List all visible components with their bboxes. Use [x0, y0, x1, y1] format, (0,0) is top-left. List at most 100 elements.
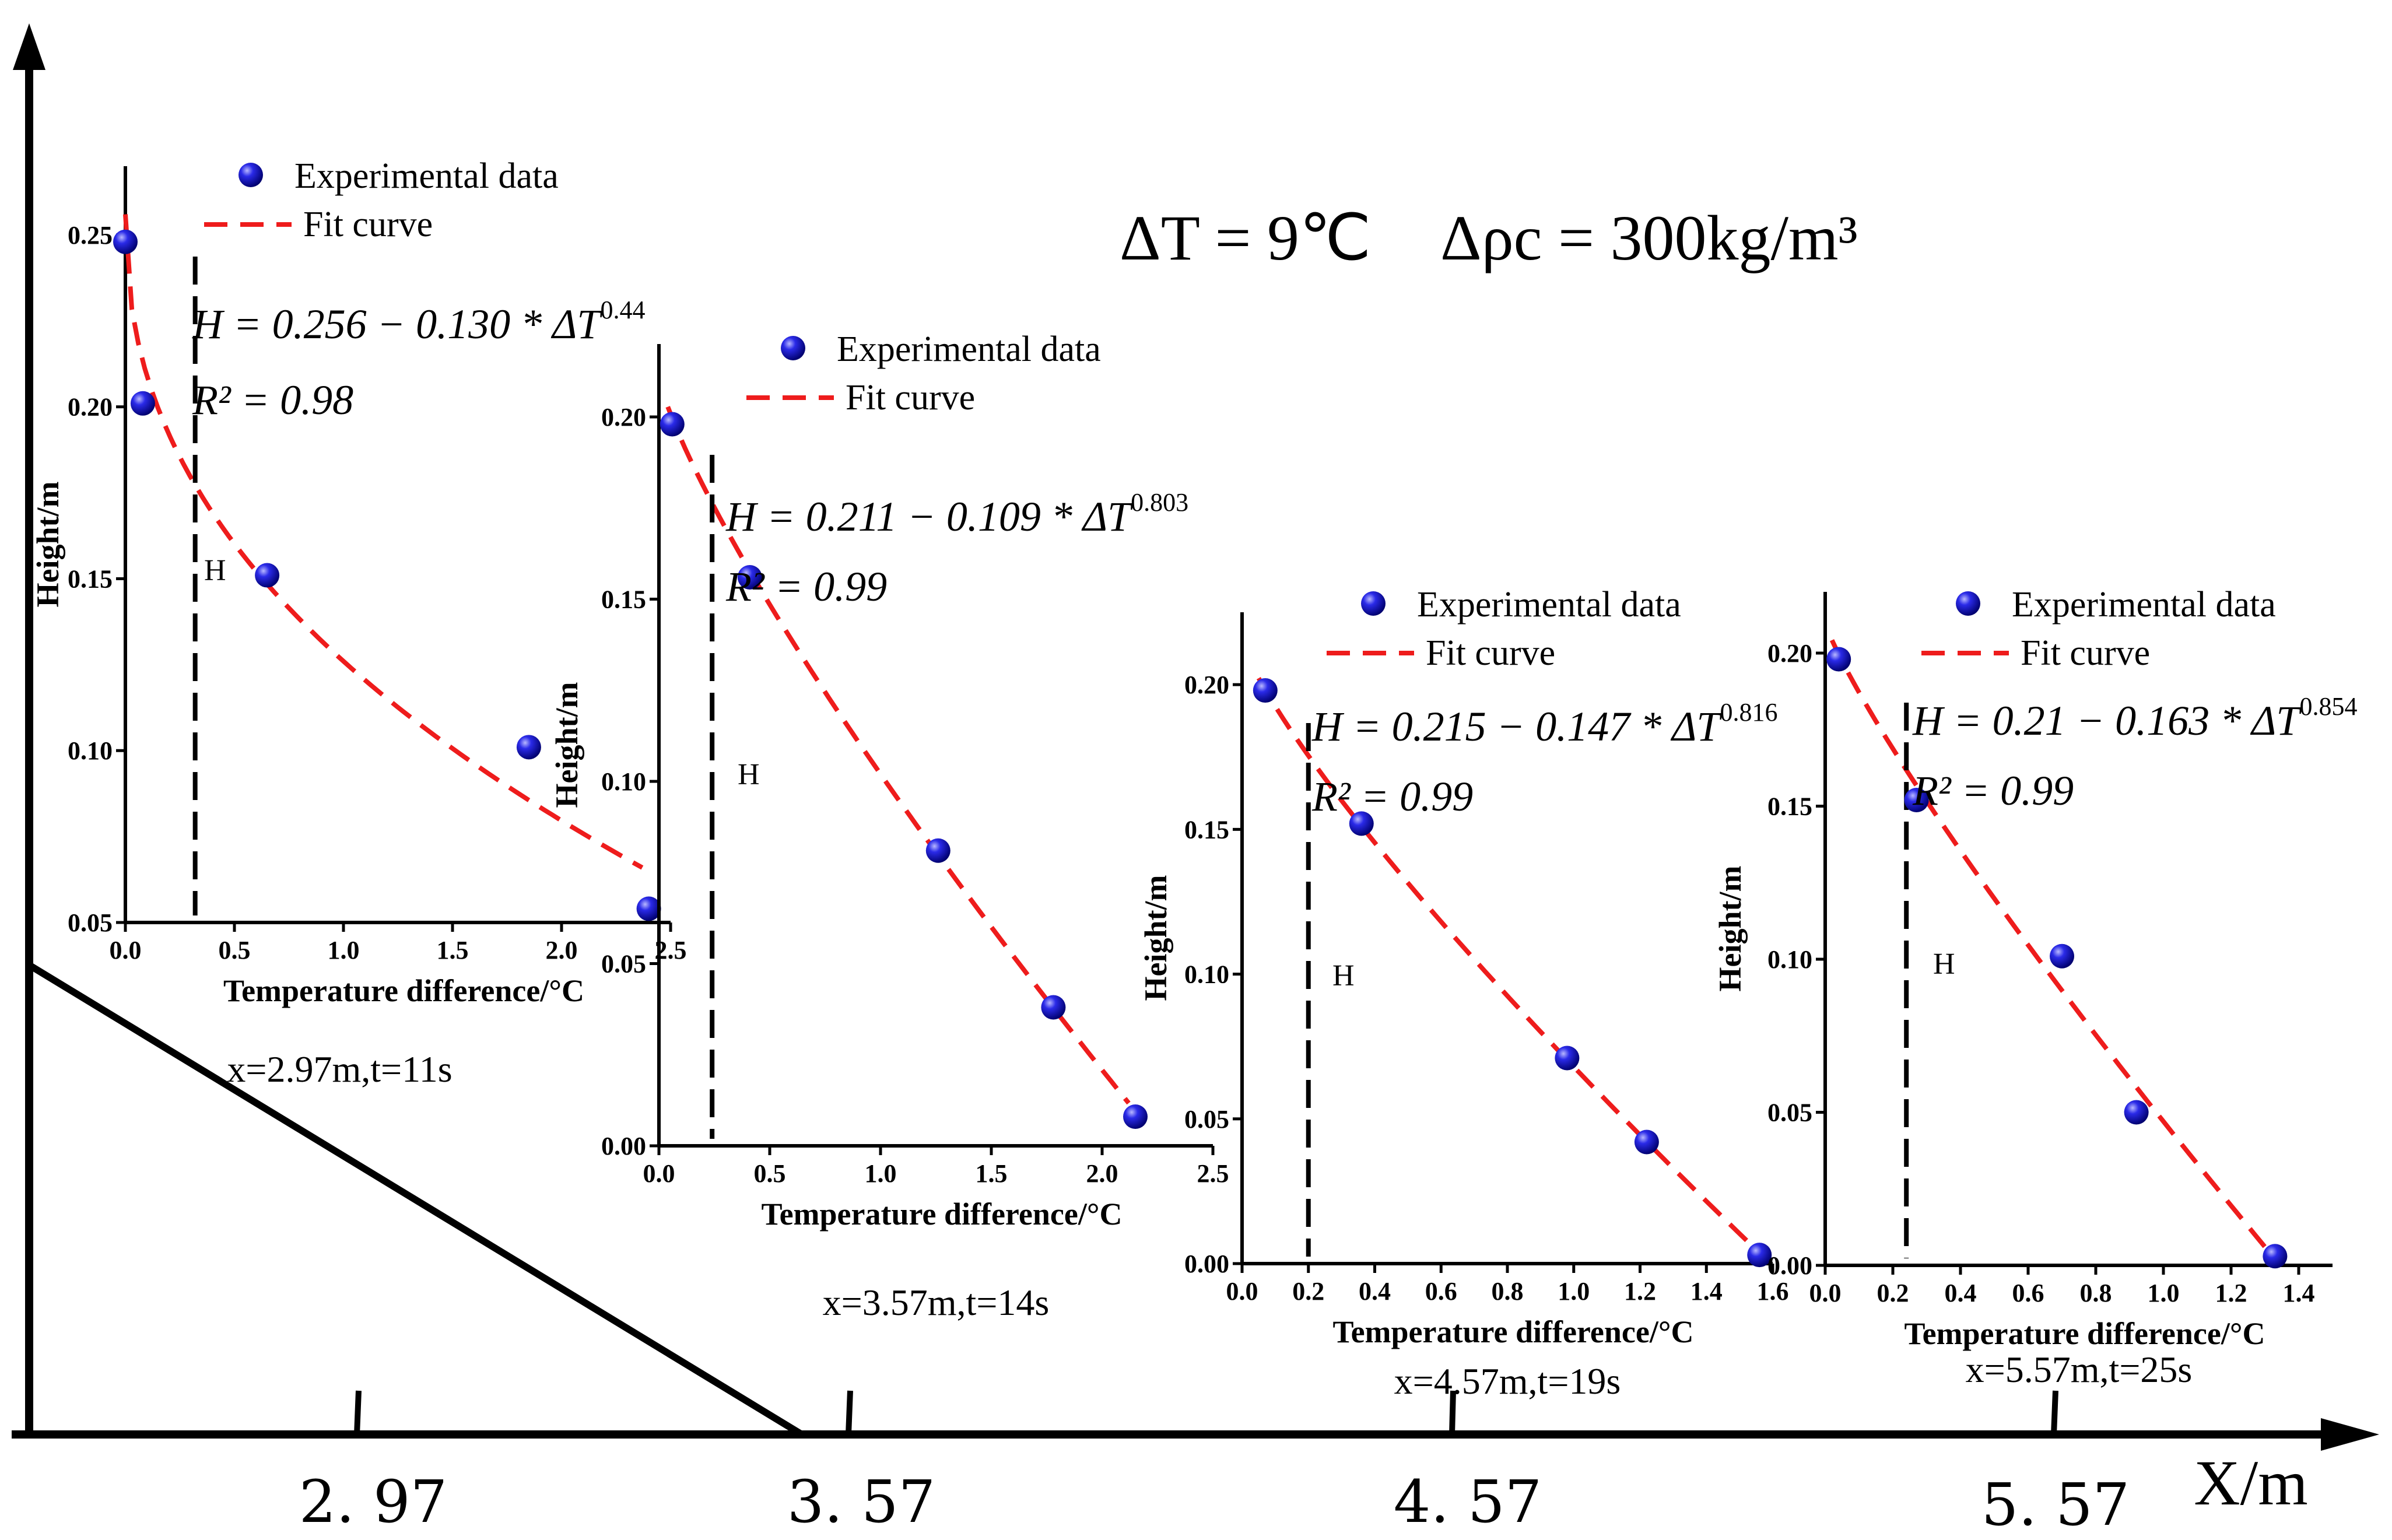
y-tick-label: 0.10 [601, 767, 646, 796]
x-tick-label: 0.0 [1226, 1277, 1258, 1306]
x-tick-label: 1.2 [2215, 1279, 2247, 1307]
data-point [255, 563, 280, 588]
main-tick-label-1: 2. 97 [299, 1468, 447, 1536]
legend-label-fit: Fit curve [2021, 633, 2150, 673]
y-tick-label: 0.20 [68, 393, 113, 422]
x-tick-label: 1.2 [1624, 1277, 1656, 1306]
y-tick-label: 0.00 [1767, 1251, 1812, 1280]
main-tick-mark-3 [1449, 1390, 1456, 1435]
figure-title: ΔT = 9℃ Δρc = 300kg/m³ [1120, 202, 1858, 273]
x-tick-label: 2.5 [1197, 1159, 1229, 1188]
x-tick-label: 0.0 [643, 1159, 675, 1188]
r-squared: R² = 0.99 [725, 563, 887, 610]
x-tick-label: 1.0 [328, 936, 360, 964]
y-tick-label: 0.05 [1767, 1099, 1812, 1127]
x-tick-label: 0.5 [219, 936, 251, 964]
x-tick-label: 1.4 [2283, 1279, 2315, 1307]
fit-equation-3: H = 0.21 − 0.163 * ΔT0.854 [1912, 692, 2357, 744]
data-point [925, 838, 951, 863]
data-point [737, 565, 762, 590]
y-tick-label: 0.20 [1184, 671, 1229, 699]
x-axis-title: Temperature difference/°C [1333, 1314, 1694, 1349]
main-x-arrow [2321, 1418, 2379, 1451]
data-point [1253, 678, 1278, 703]
inset-caption: x=3.57m,t=14s [823, 1282, 1050, 1323]
y-tick-label: 0.10 [1767, 945, 1812, 974]
x-tick-label: 0.8 [2080, 1279, 2112, 1307]
main-x-label: X/m [2194, 1447, 2308, 1518]
data-point [660, 412, 685, 437]
y-tick-label: 0.15 [601, 585, 646, 614]
x-tick-label: 1.6 [1757, 1277, 1789, 1306]
x-tick-label: 1.5 [437, 936, 469, 964]
main-tick-mark-1 [354, 1390, 362, 1435]
data-point [2124, 1100, 2149, 1125]
y-tick-label: 0.15 [1767, 792, 1812, 821]
fit-curve [1256, 677, 1751, 1246]
h-label: H [1933, 948, 1955, 981]
x-axis-title: Temperature difference/°C [1905, 1316, 2265, 1351]
y-tick-label: 0.20 [1767, 639, 1812, 668]
x-tick-label: 0.8 [1492, 1277, 1524, 1306]
x-tick-label: 0.4 [1945, 1279, 1977, 1307]
data-point [1826, 647, 1851, 672]
x-tick-label: 0.5 [754, 1159, 786, 1188]
legend-label-points: Experimental data [837, 329, 1101, 369]
data-point [1123, 1104, 1148, 1129]
legend-label-fit: Fit curve [1426, 633, 1555, 673]
fit-equation-0: H = 0.256 − 0.130 * ΔT0.44 [192, 296, 645, 348]
data-point [1349, 811, 1374, 836]
x-tick-label: 0.0 [1809, 1279, 1842, 1307]
x-tick-label: 1.5 [976, 1159, 1008, 1188]
x-tick-label: 1.0 [865, 1159, 897, 1188]
main-tick-label-3: 4. 57 [1394, 1468, 1542, 1536]
inset-caption: x=2.97m,t=11s [227, 1048, 452, 1090]
main-tick-mark-4 [2051, 1390, 2058, 1435]
y-tick-label: 0.05 [68, 908, 113, 937]
data-point [1041, 995, 1066, 1020]
legend-label-fit: Fit curve [846, 378, 975, 418]
main-tick-label-4: 5. 57 [1981, 1471, 2130, 1539]
r-squared: R² = 0.98 [192, 377, 353, 423]
y-tick-label: 0.20 [601, 403, 646, 432]
data-point [2263, 1244, 2288, 1269]
inset-chart-3: 0.0 0.2 0.4 0.6 0.8 1.0 1.2 1.4 1.6 0.00 0.05 0.10 0… [1138, 585, 1789, 1402]
legend-marker-points [1361, 591, 1386, 616]
x-tick-label: 0.4 [1359, 1277, 1391, 1306]
data-point [1904, 788, 1929, 812]
title-delta-t: ΔT = 9℃ [1120, 202, 1372, 273]
y-tick-label: 0.10 [68, 736, 113, 765]
data-point [516, 735, 541, 760]
y-tick-label: 0.00 [1184, 1250, 1229, 1278]
x-tick-label: 0.6 [1425, 1277, 1457, 1306]
y-axis-title: Height/m [549, 682, 584, 808]
data-point [1634, 1129, 1659, 1155]
legend-marker-points [239, 163, 263, 187]
x-tick-label: 0.2 [1292, 1277, 1324, 1306]
y-tick-label: 0.00 [601, 1132, 646, 1160]
inset-chart-1: 0.0 0.5 1.0 1.5 2.0 2.50.050.100.150.200.25Te… [30, 156, 687, 1090]
legend-label-points: Experimental data [294, 156, 559, 196]
r-squared: R² = 0.99 [1912, 767, 2074, 814]
data-point [1747, 1243, 1772, 1268]
y-tick-label: 0.10 [1184, 960, 1229, 989]
x-tick-label: 0.6 [2012, 1279, 2044, 1307]
x-tick-label: 1.0 [2148, 1279, 2180, 1307]
x-tick-label: 1.0 [1558, 1277, 1590, 1306]
y-tick-label: 0.15 [1184, 815, 1229, 844]
y-tick-label: 0.05 [601, 950, 646, 978]
main-y-arrow [13, 23, 45, 70]
h-label: H [1332, 959, 1355, 992]
y-axis-title: Height/m [1138, 875, 1173, 1001]
x-axis-title: Temperature difference/°C [223, 973, 584, 1008]
legend-label-points: Experimental data [1417, 585, 1681, 625]
fit-curve [123, 214, 644, 870]
data-point [130, 391, 155, 416]
main-axes: 2. 97 3. 57 4. 57 5. 57 X/m [12, 23, 2379, 1539]
data-point [113, 229, 138, 254]
y-tick-label: 0.15 [68, 564, 113, 593]
legend-label-fit: Fit curve [303, 205, 433, 244]
y-tick-label: 0.25 [68, 221, 113, 250]
r-squared: R² = 0.99 [1311, 773, 1473, 820]
